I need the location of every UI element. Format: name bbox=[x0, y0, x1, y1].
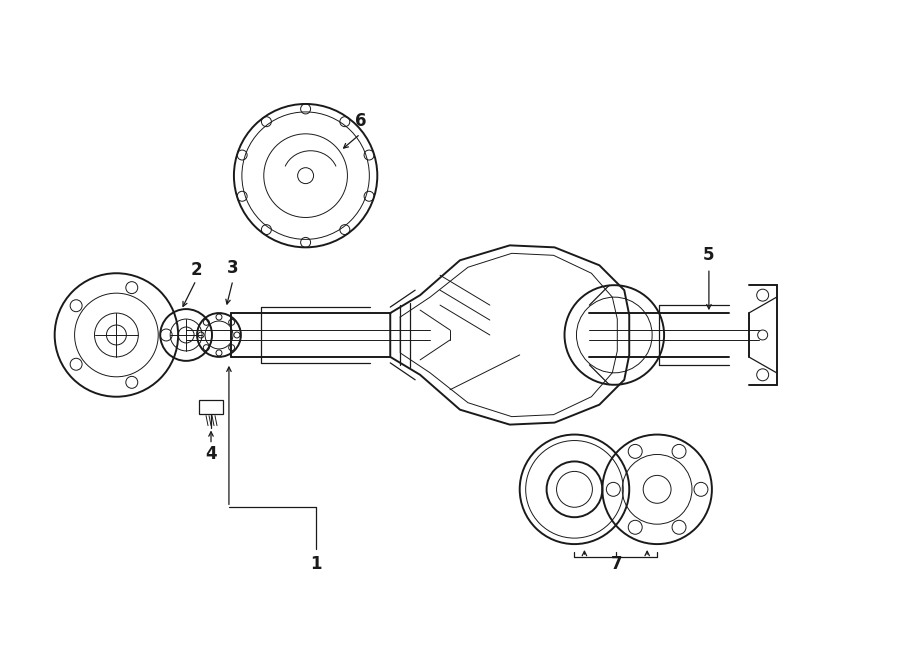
Text: 2: 2 bbox=[190, 261, 202, 279]
Bar bbox=[199, 400, 223, 414]
Text: 3: 3 bbox=[227, 259, 239, 277]
Text: 6: 6 bbox=[355, 112, 366, 130]
Text: 7: 7 bbox=[610, 555, 622, 573]
Text: 1: 1 bbox=[310, 555, 321, 573]
Text: 4: 4 bbox=[205, 446, 217, 463]
Text: 5: 5 bbox=[703, 247, 715, 264]
